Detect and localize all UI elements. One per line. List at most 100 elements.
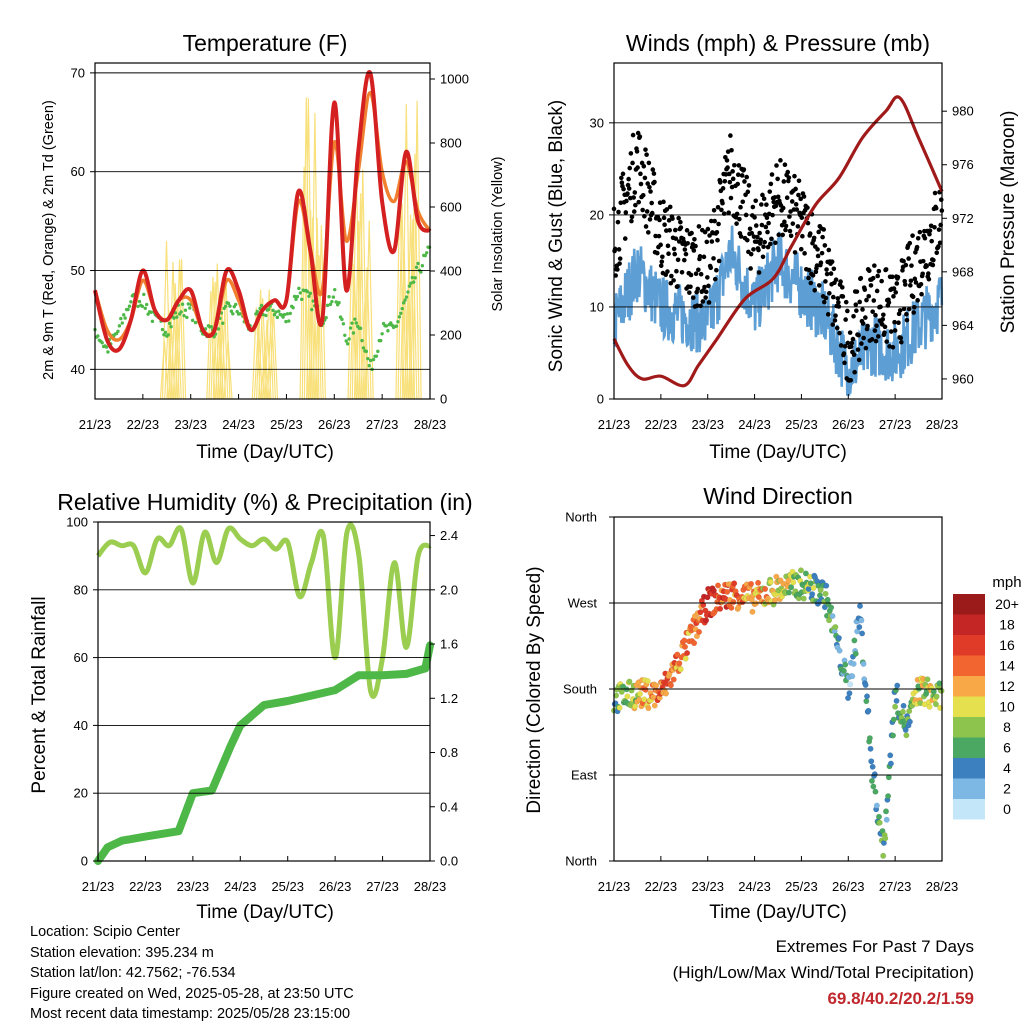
gust-point: [630, 132, 636, 138]
gust-point: [866, 268, 872, 274]
gust-point: [657, 217, 662, 223]
direction-point: [728, 604, 735, 611]
solar-insolation-spike: [262, 320, 272, 400]
gust-point: [786, 175, 792, 180]
direction-point: [894, 682, 901, 689]
gust-point: [711, 256, 716, 261]
dewpoint-point: [348, 326, 353, 330]
gust-point: [891, 286, 897, 291]
gust-point: [888, 329, 894, 334]
direction-point: [632, 703, 639, 710]
dewpoint-point: [410, 275, 414, 280]
dewpoint-point: [399, 311, 403, 315]
wind-y-tick-label: 0: [597, 392, 604, 407]
winds-x-tick-label: 28/23: [926, 417, 959, 432]
figure-created: Figure created on Wed, 2025-05-28, at 23…: [30, 985, 354, 1002]
dewpoint-point: [374, 354, 379, 358]
gust-point: [788, 209, 793, 214]
solar-insolation-spike: [314, 255, 324, 400]
gust-point: [787, 214, 792, 219]
dewpoint-point: [223, 304, 228, 308]
dewpoint-point: [288, 311, 292, 316]
gust-point: [691, 248, 697, 253]
solar-insolation-spike: [264, 289, 274, 400]
direction-point: [681, 643, 688, 650]
dewpoint-point: [292, 294, 297, 299]
gust-point: [798, 246, 804, 252]
dewpoint-point: [150, 319, 155, 324]
gust-point: [671, 278, 676, 283]
gust-point: [806, 267, 812, 273]
gust-point: [891, 294, 896, 299]
gust-point: [624, 198, 629, 204]
gust-point: [859, 341, 864, 346]
gust-point: [918, 281, 924, 287]
gust-point: [843, 299, 849, 305]
direction-point: [883, 808, 890, 815]
humidity-y-label: Percent & Total Rainfall: [29, 596, 50, 793]
winds-x-label: Time (Day/UTC): [709, 442, 847, 463]
gust-point: [762, 239, 767, 245]
gust-point: [904, 317, 910, 323]
direction-point: [677, 666, 684, 673]
gust-point: [853, 302, 859, 307]
direction-point: [717, 605, 724, 612]
direction-point: [860, 660, 867, 667]
gust-point: [897, 308, 903, 313]
gust-point: [886, 300, 892, 305]
direction-point: [797, 567, 804, 574]
solar-insolation-spike: [408, 219, 418, 400]
direction-y-tick-label: East: [571, 768, 597, 783]
temperature-plot-frame: [94, 62, 431, 400]
direction-y-tick-label: West: [568, 596, 598, 611]
gust-point: [720, 186, 726, 191]
gust-point: [759, 202, 764, 207]
direction-point: [875, 813, 882, 820]
dewpoint-point: [119, 316, 123, 321]
dewpoint-point: [327, 295, 331, 299]
gust-point: [618, 200, 624, 206]
gust-point: [903, 262, 909, 268]
direction-point: [880, 852, 887, 859]
gust-point: [642, 175, 648, 181]
precip-y2-tick-label: 0.8: [440, 745, 458, 760]
humidity-x-tick-label: 27/23: [366, 879, 399, 894]
gust-point: [631, 209, 637, 214]
gust-point: [673, 236, 679, 241]
gust-point: [835, 296, 841, 301]
gust-point: [628, 195, 633, 201]
gust-point: [703, 289, 709, 295]
solar-y2-tick-label: 0: [440, 392, 447, 407]
direction-x-tick-label: 27/23: [879, 879, 912, 894]
direction-point: [810, 584, 817, 591]
dewpoint-point: [106, 350, 110, 354]
direction-point: [900, 702, 907, 709]
gust-point: [716, 258, 722, 264]
dewpoint-point: [423, 253, 427, 258]
direction-point: [859, 630, 866, 637]
dewpoint-point: [343, 333, 347, 338]
winds-x-tick-label: 23/23: [691, 417, 724, 432]
gust-point: [848, 344, 854, 349]
dewpoint-point: [358, 326, 363, 331]
gust-point: [660, 254, 665, 260]
direction-x-tick-label: 26/23: [832, 879, 865, 894]
gust-point: [714, 230, 720, 235]
extremes-box: Extremes For Past 7 Days (High/Low/Max W…: [673, 934, 974, 1012]
gust-point: [764, 215, 770, 221]
legend-label: 4: [1003, 760, 1011, 776]
direction-x-tick-label: 22/23: [645, 879, 678, 894]
gust-point: [838, 279, 843, 284]
dewpoint-point: [366, 356, 370, 361]
direction-point: [670, 676, 677, 683]
direction-point: [885, 774, 892, 781]
gust-point: [708, 218, 714, 224]
dewpoint-point: [120, 321, 124, 325]
dewpoint-point: [345, 342, 350, 346]
precip-y2-tick-label: 2.0: [440, 582, 458, 597]
dewpoint-point: [324, 316, 328, 320]
gust-point: [621, 186, 626, 192]
dewpoint-point: [347, 337, 351, 341]
solar-y2-tick-label: 1000: [440, 72, 469, 87]
legend-swatch: [953, 594, 985, 615]
